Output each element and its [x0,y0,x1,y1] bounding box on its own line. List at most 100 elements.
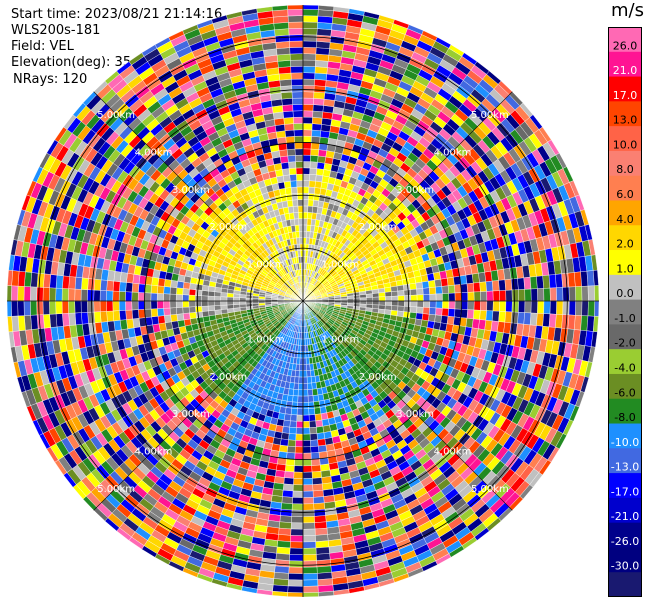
range-gate [291,503,304,511]
range-gate [429,293,437,302]
range-gate [302,4,319,10]
range-gate [287,579,304,587]
range-gate [441,308,449,317]
range-gate [416,294,424,302]
range-gate [302,484,314,492]
range-gate [302,28,318,36]
range-gate [273,572,289,580]
range-gate [296,421,304,429]
range-gate [106,290,114,302]
range-gate [170,314,178,323]
range-gate [302,535,316,543]
range-gate [17,271,26,287]
range-gate [299,364,304,371]
range-gate [291,516,304,524]
range-gate [292,484,304,492]
range-gate [275,553,290,561]
range-gate [302,53,317,61]
range-gate [543,300,551,315]
range-gate [307,395,314,403]
range-gate [505,289,513,302]
range-gate [201,290,209,297]
range-gate [308,414,316,422]
range-gate [226,296,234,302]
range-gate [318,149,328,158]
range-gate [290,535,304,543]
range-gate [403,283,411,291]
range-gate [11,285,19,302]
range-gate [447,308,456,318]
range-gate [302,478,313,486]
range-gate [397,295,405,302]
range-gate [390,285,398,292]
range-gate [214,309,222,316]
range-gate [305,357,310,365]
range-gate [201,305,209,312]
range-gate [156,300,164,309]
range-gate [410,300,418,308]
range-gate [366,300,373,305]
range-gate [446,276,455,286]
range-gate [81,277,89,290]
range-gate [99,300,107,312]
range-gate [87,300,95,313]
start-time-label: Start time: 2023/08/21 21:14:16 [11,7,223,22]
elevation-label: Elevation(deg): 35.30 [11,55,152,70]
range-gate [537,300,545,314]
range-gate [282,483,294,492]
range-gate [448,292,456,302]
range-gate [299,351,304,359]
range-gate [429,300,437,309]
range-gate [23,286,31,302]
range-gate [312,117,323,125]
range-gate [310,376,317,384]
range-gate [276,546,291,555]
range-gate [461,300,469,310]
range-gate [306,370,312,378]
range-gate [587,300,595,317]
range-gate [296,408,304,416]
range-gate [504,311,513,324]
range-gate [290,414,298,422]
range-gate [302,116,313,124]
range-gate [313,509,326,517]
range-gate [306,363,311,371]
range-gate [312,110,324,119]
range-gate [289,554,304,562]
range-gate [499,290,507,302]
range-gate [466,309,475,320]
range-gate [302,402,309,409]
range-gate [314,72,328,81]
range-gate [283,419,291,428]
range-gate [479,281,487,292]
range-gate [473,309,481,320]
range-gate [36,314,45,329]
range-gate [415,312,424,321]
range-gate [80,300,88,313]
range-gate [302,34,318,42]
range-gate [311,458,321,466]
range-gate [68,276,77,290]
range-gate [68,288,76,302]
range-gate [316,559,331,568]
range-gate [294,376,300,384]
range-gate [150,284,159,294]
range-gate [17,300,25,317]
range-gate [296,414,304,422]
range-gate [575,300,583,316]
range-gate [279,515,292,523]
range-gate [99,290,107,302]
range-gate [486,300,494,312]
range-gate [308,408,316,416]
range-gate [309,161,318,169]
range-gate [188,288,196,296]
range-gate [423,294,431,302]
range-gate [317,578,333,587]
range-gate [315,60,329,68]
range-gate [169,286,177,295]
range-gate [302,528,316,536]
range-gate [397,305,405,312]
range-gate [151,276,160,286]
range-gate [378,287,386,294]
